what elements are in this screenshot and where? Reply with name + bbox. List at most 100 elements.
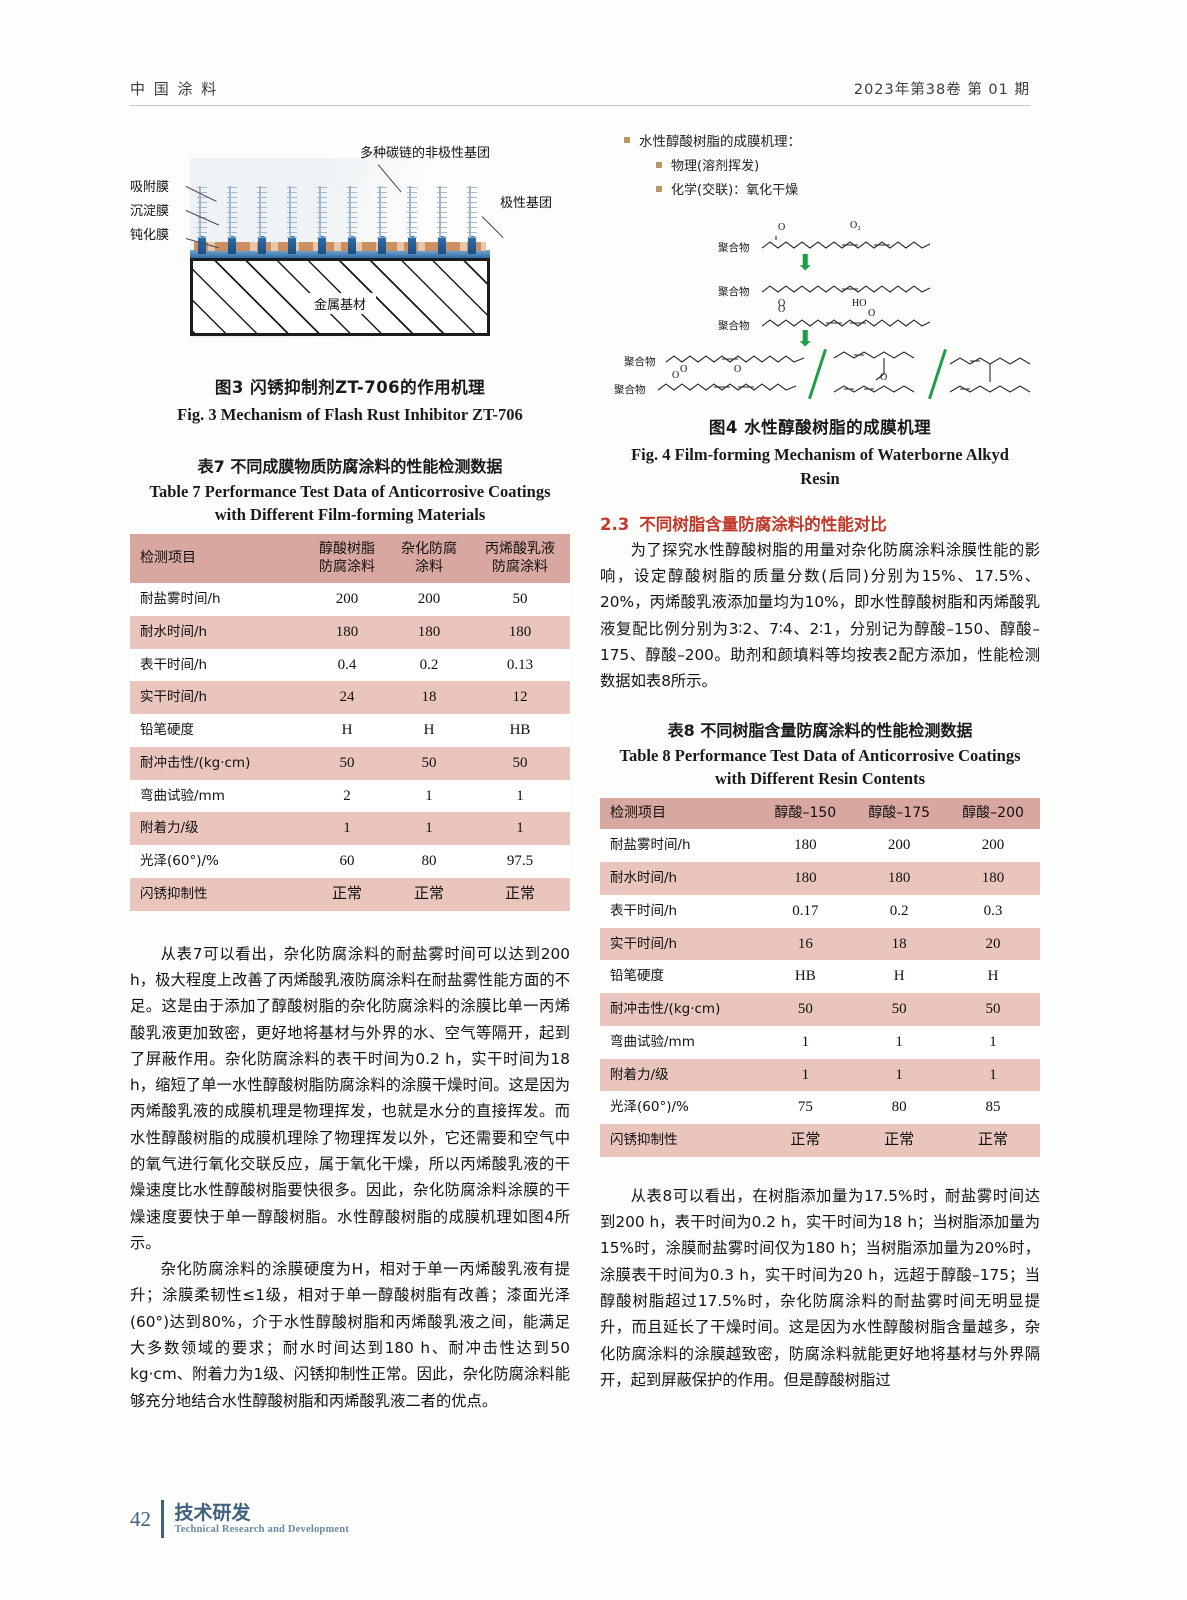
section-2-3: 2.3 不同树脂含量防腐涂料的性能对比 为了探究水性醇酸树脂的用量对杂化防腐涂料涂… xyxy=(600,511,1040,695)
substrate-label: 金属基材 xyxy=(304,293,376,314)
cell-value: 180 xyxy=(794,870,817,887)
carbon-chain-tail xyxy=(227,186,237,238)
cell-value: 0.13 xyxy=(506,656,534,673)
table-7-title-en-line1: Table 7 Performance Test Data of Anticor… xyxy=(149,481,551,501)
polar-group-pin xyxy=(438,236,446,254)
row-item: 铅笔硬度 xyxy=(140,722,194,739)
table-row: 附着力/级 1 1 1 xyxy=(130,812,570,846)
table-row: 表干时间/h 0.17 0.2 0.3 xyxy=(600,894,1040,928)
label-adsorption-film: 吸附膜 xyxy=(130,180,170,195)
green-arrow-down-icon: ⬇ xyxy=(796,326,815,351)
table-row: 弯曲试验/mm 1 1 1 xyxy=(600,1025,1040,1059)
table-row: 光泽(60°)/% 75 80 85 xyxy=(600,1091,1040,1125)
table-8-header-row: 检测项目 醇酸–150 醇酸–175 醇酸–200 xyxy=(600,797,1040,830)
cell-value: 0.3 xyxy=(983,902,1003,919)
atom-label-O: O xyxy=(868,308,876,319)
carbon-chain-tail xyxy=(317,186,327,238)
cell-value: 80 xyxy=(891,1099,907,1116)
table-8-title-en: Table 8 Performance Test Data of Anticor… xyxy=(600,744,1040,790)
footer-section: 技术研发 Technical Research and Development xyxy=(175,1503,350,1535)
footer-section-en: Technical Research and Development xyxy=(174,1523,350,1535)
atom-label-O: O xyxy=(880,372,888,383)
row-item: 弯曲试验/mm xyxy=(610,1033,695,1050)
row-item: 附着力/级 xyxy=(610,1066,669,1083)
table-8-col-alkyd200: 醇酸–200 xyxy=(946,797,1040,830)
bullet-text: 化学(交联)：氧化干燥 xyxy=(671,183,799,198)
label-precipitation-film: 沉淀膜 xyxy=(130,204,170,219)
cell-value: 正常 xyxy=(414,885,445,902)
row-item: 闪锈抑制性 xyxy=(140,885,208,902)
row-item: 附着力/级 xyxy=(140,820,199,837)
cell-value: HB xyxy=(509,722,531,739)
carbon-chain-tail xyxy=(287,186,297,238)
cell-value: 18 xyxy=(891,935,907,952)
paragraph: 为了探究水性醇酸树脂的用量对杂化防腐涂料涂膜性能的影响，设定醇酸树脂的质量分数(… xyxy=(600,540,1040,691)
table-row: 实干时间/h 24 18 12 xyxy=(130,681,570,715)
passivation-layer xyxy=(190,250,490,258)
green-arrow-down-icon: ⬇ xyxy=(796,250,815,275)
table-8-block: 表8 不同树脂含量防腐涂料的性能检测数据 Table 8 Performance… xyxy=(600,717,1040,1157)
table-8-body: 耐盐雾时间/h 180 200 200 耐水时间/h 180 180 180 表干时间/h 0… xyxy=(600,829,1040,1157)
polar-group-pin xyxy=(468,236,476,254)
cell-value: 200 xyxy=(335,591,359,608)
table-row: 弯曲试验/mm 2 1 1 xyxy=(130,779,570,813)
table-7-block: 表7 不同成膜物质防腐涂料的性能检测数据 Table 7 Performance… xyxy=(130,453,570,911)
row-item: 铅笔硬度 xyxy=(610,968,664,985)
table-row: 耐冲击性/(kg·cm) 50 50 50 xyxy=(600,993,1040,1026)
table-8-title-en-line1: Table 8 Performance Test Data of Anticor… xyxy=(619,745,1021,765)
label-passivation-film: 钝化膜 xyxy=(130,228,170,243)
cell-value: H xyxy=(987,968,999,985)
figure-3-caption-cn: 图3 闪锈抑制剂ZT-706的作用机理 xyxy=(214,378,486,397)
product-fragment xyxy=(949,357,1031,393)
paragraph: 从表8可以看出，在树脂添加量为17.5%时，耐盐雾时间达到200 h，表干时间为… xyxy=(600,1186,1040,1389)
atom-label-HO: HO xyxy=(852,298,867,309)
polymer-label: 聚合物 xyxy=(718,320,750,332)
table-7-title-cn: 表7 不同成膜物质防腐涂料的性能检测数据 xyxy=(197,456,503,476)
carbon-chain-tail xyxy=(377,186,387,238)
right-body-text: 从表8可以看出，在树脂添加量为17.5%时，耐盐雾时间达到200 h，表干时间为… xyxy=(600,1183,1040,1393)
table-7-body: 耐盐雾时间/h 200 200 50 耐水时间/h 180 180 180 表干时间/h 0.… xyxy=(130,583,570,911)
row-item: 耐水时间/h xyxy=(140,623,208,640)
footer-divider xyxy=(161,1500,164,1538)
left-body-text: 从表7可以看出，杂化防腐涂料的耐盐雾时间可以达到200 h，极大程度上改善了丙烯… xyxy=(130,941,570,1414)
row-item: 实干时间/h xyxy=(140,689,208,706)
page-number: 42 xyxy=(130,1506,151,1531)
row-item: 耐盐雾时间/h xyxy=(610,837,691,854)
polar-group-pin xyxy=(198,236,206,254)
bullet-square-icon xyxy=(656,186,662,192)
cell-value: 0.2 xyxy=(419,656,439,673)
cell-value: 1 xyxy=(895,1033,903,1050)
atom-label-O: O xyxy=(778,222,786,233)
cell-value: 18 xyxy=(421,689,437,706)
cell-value: 80 xyxy=(421,853,437,870)
cell-value: 1 xyxy=(989,1066,997,1083)
table-8-col-alkyd150: 醇酸–150 xyxy=(758,797,853,830)
polar-group-pin xyxy=(288,236,296,254)
polar-group-pin xyxy=(258,236,266,254)
bullet-square-icon xyxy=(656,162,662,168)
cell-value: 180 xyxy=(508,623,532,640)
table-7-col-acrylic: 丙烯酸乳液 防腐涂料 xyxy=(470,534,570,584)
list-item: 物理(溶剂挥发) xyxy=(624,155,1040,174)
cell-value: 正常 xyxy=(790,1132,821,1149)
cell-value: H xyxy=(341,722,353,739)
figure-4-caption-en-line1: Fig. 4 Film-forming Mechanism of Waterbo… xyxy=(631,445,1009,464)
cell-value: 1 xyxy=(801,1033,810,1050)
cell-value: 200 xyxy=(417,591,441,608)
cell-value: 1 xyxy=(425,787,433,804)
table-row: 耐水时间/h 180 180 180 xyxy=(600,862,1040,895)
paragraph: 杂化防腐涂料的涂膜硬度为H，相对于单一丙烯酸乳液有提升；涂膜柔韧性≤1级，相对于… xyxy=(130,1260,570,1410)
metal-substrate-block: 金属基材 xyxy=(190,258,490,336)
table-7: 检测项目 醇酸树脂 防腐涂料 杂化防腐 涂料 丙烯酸乳液 防腐涂料 耐盐雾时间/h 20… xyxy=(130,534,570,911)
polar-group-pin xyxy=(378,236,386,254)
cell-value: 24 xyxy=(339,689,355,706)
carbon-chain-tail xyxy=(197,186,207,238)
section-heading: 2.3 不同树脂含量防腐涂料的性能对比 xyxy=(600,511,1040,535)
cell-value: 75 xyxy=(797,1099,813,1116)
polar-group-pin xyxy=(348,236,356,254)
polar-group-pin xyxy=(228,236,236,254)
cell-value: HB xyxy=(794,968,816,985)
fatty-acid-chain xyxy=(761,285,931,293)
product-fragment xyxy=(833,351,915,393)
